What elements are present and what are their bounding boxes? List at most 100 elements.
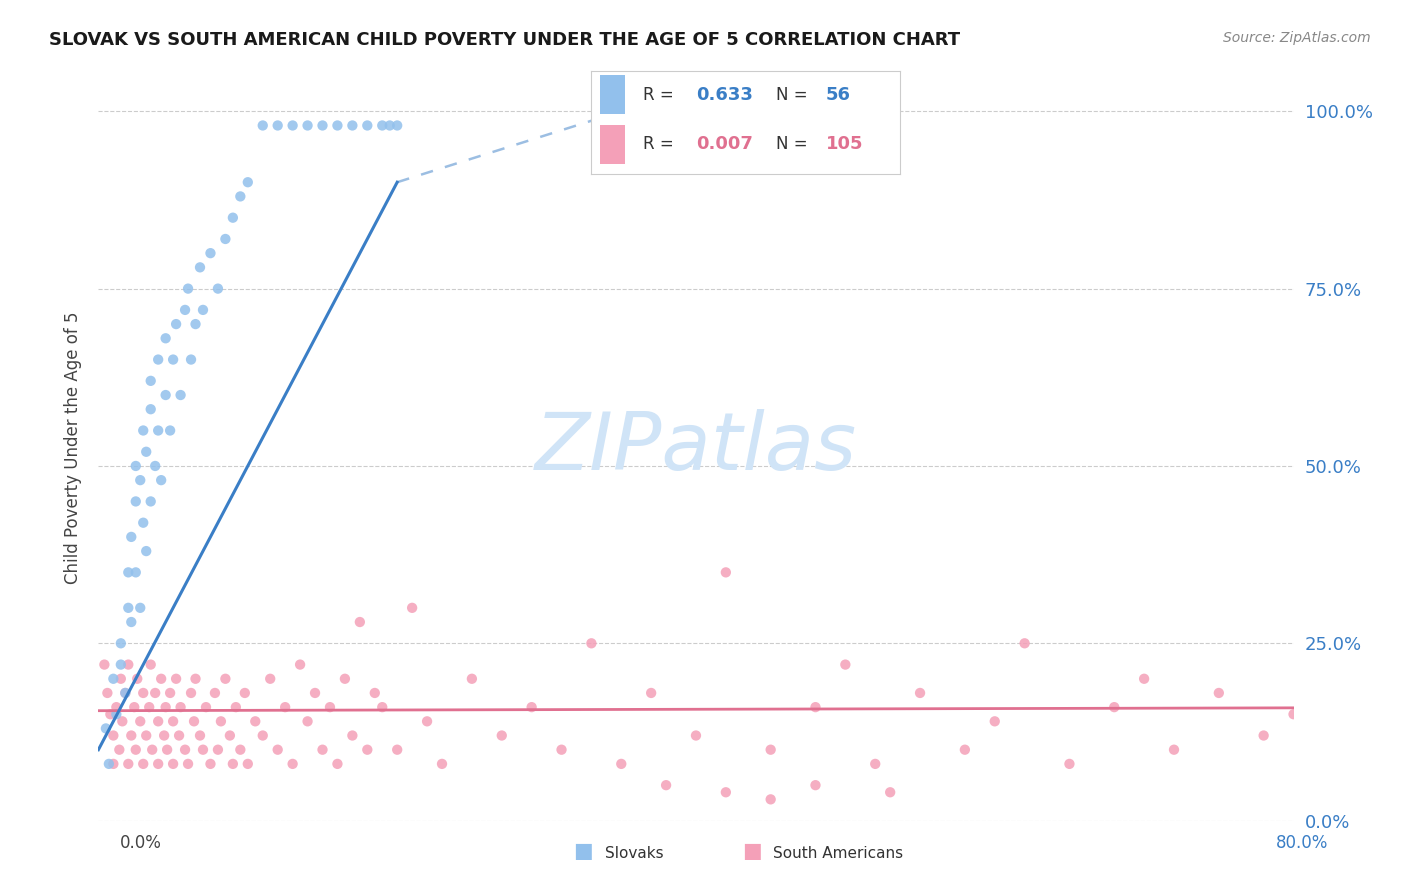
Point [214,672,236,686]
Point [103,672,125,686]
Point [127,672,149,686]
Point [135,444,157,458]
Point [804,700,827,714]
Point [311,119,333,133]
Text: 0.007: 0.007 [696,136,752,153]
Point [1133,672,1156,686]
Text: N =: N = [776,86,813,104]
Point [759,742,782,756]
Point [93,657,115,672]
Point [114,686,136,700]
Point [111,714,134,729]
Point [281,119,304,133]
Point [129,473,152,487]
Point [610,756,633,771]
Point [200,246,222,260]
Point [229,189,252,203]
Point [834,657,856,672]
Point [180,352,202,367]
Text: R =: R = [643,136,679,153]
Point [252,729,274,743]
Point [378,119,401,133]
Point [177,756,200,771]
Point [865,756,887,771]
Y-axis label: Child Poverty Under the Age of 5: Child Poverty Under the Age of 5 [63,312,82,584]
Point [135,729,157,743]
Point [1253,729,1275,743]
Point [714,785,737,799]
Point [219,729,242,743]
Point [233,686,256,700]
Point [364,686,387,700]
Point [120,530,142,544]
Point [103,756,125,771]
Text: ■: ■ [742,841,762,861]
Point [174,302,197,317]
Point [385,119,409,133]
Point [155,700,177,714]
Point [143,458,166,473]
Text: Slovaks: Slovaks [605,846,664,861]
Point [461,672,484,686]
Point [141,742,163,756]
Point [167,729,190,743]
Point [281,756,304,771]
Point [165,317,187,331]
Point [169,388,191,402]
Point [207,742,229,756]
Point [148,424,170,438]
Point [150,473,173,487]
Point [105,700,128,714]
Point [98,707,122,722]
Point [177,282,200,296]
Point [319,700,342,714]
Point [214,232,236,246]
Text: ZIPatlas: ZIPatlas [534,409,858,487]
Point [125,566,148,580]
Point [117,756,139,771]
Point [105,707,128,722]
Point [550,742,572,756]
Point [714,566,737,580]
FancyBboxPatch shape [600,76,624,114]
Point [117,657,139,672]
Point [120,615,142,629]
Text: R =: R = [643,86,679,104]
Point [288,657,311,672]
Point [326,119,349,133]
Point [491,729,513,743]
Point [184,317,207,331]
Point [1282,707,1305,722]
Point [236,756,259,771]
Point [685,729,707,743]
Point [129,714,152,729]
Point [183,714,205,729]
Point [132,424,155,438]
Point [135,544,157,558]
Point [125,458,148,473]
Point [229,742,252,756]
Text: Source: ZipAtlas.com: Source: ZipAtlas.com [1223,31,1371,45]
Point [984,714,1007,729]
Point [150,672,173,686]
Point [148,714,170,729]
Point [117,566,139,580]
Point [148,352,170,367]
Point [174,742,197,756]
Point [132,516,155,530]
Point [204,686,226,700]
Point [103,729,125,743]
Point [188,260,211,275]
Point [125,742,148,756]
Point [581,636,603,650]
Point [804,778,827,792]
Point [96,686,118,700]
Point [236,175,259,189]
Point [416,714,439,729]
Point [356,742,378,756]
Point [132,686,155,700]
Point [125,494,148,508]
Point [117,600,139,615]
Point [188,729,211,743]
Point [155,331,177,345]
